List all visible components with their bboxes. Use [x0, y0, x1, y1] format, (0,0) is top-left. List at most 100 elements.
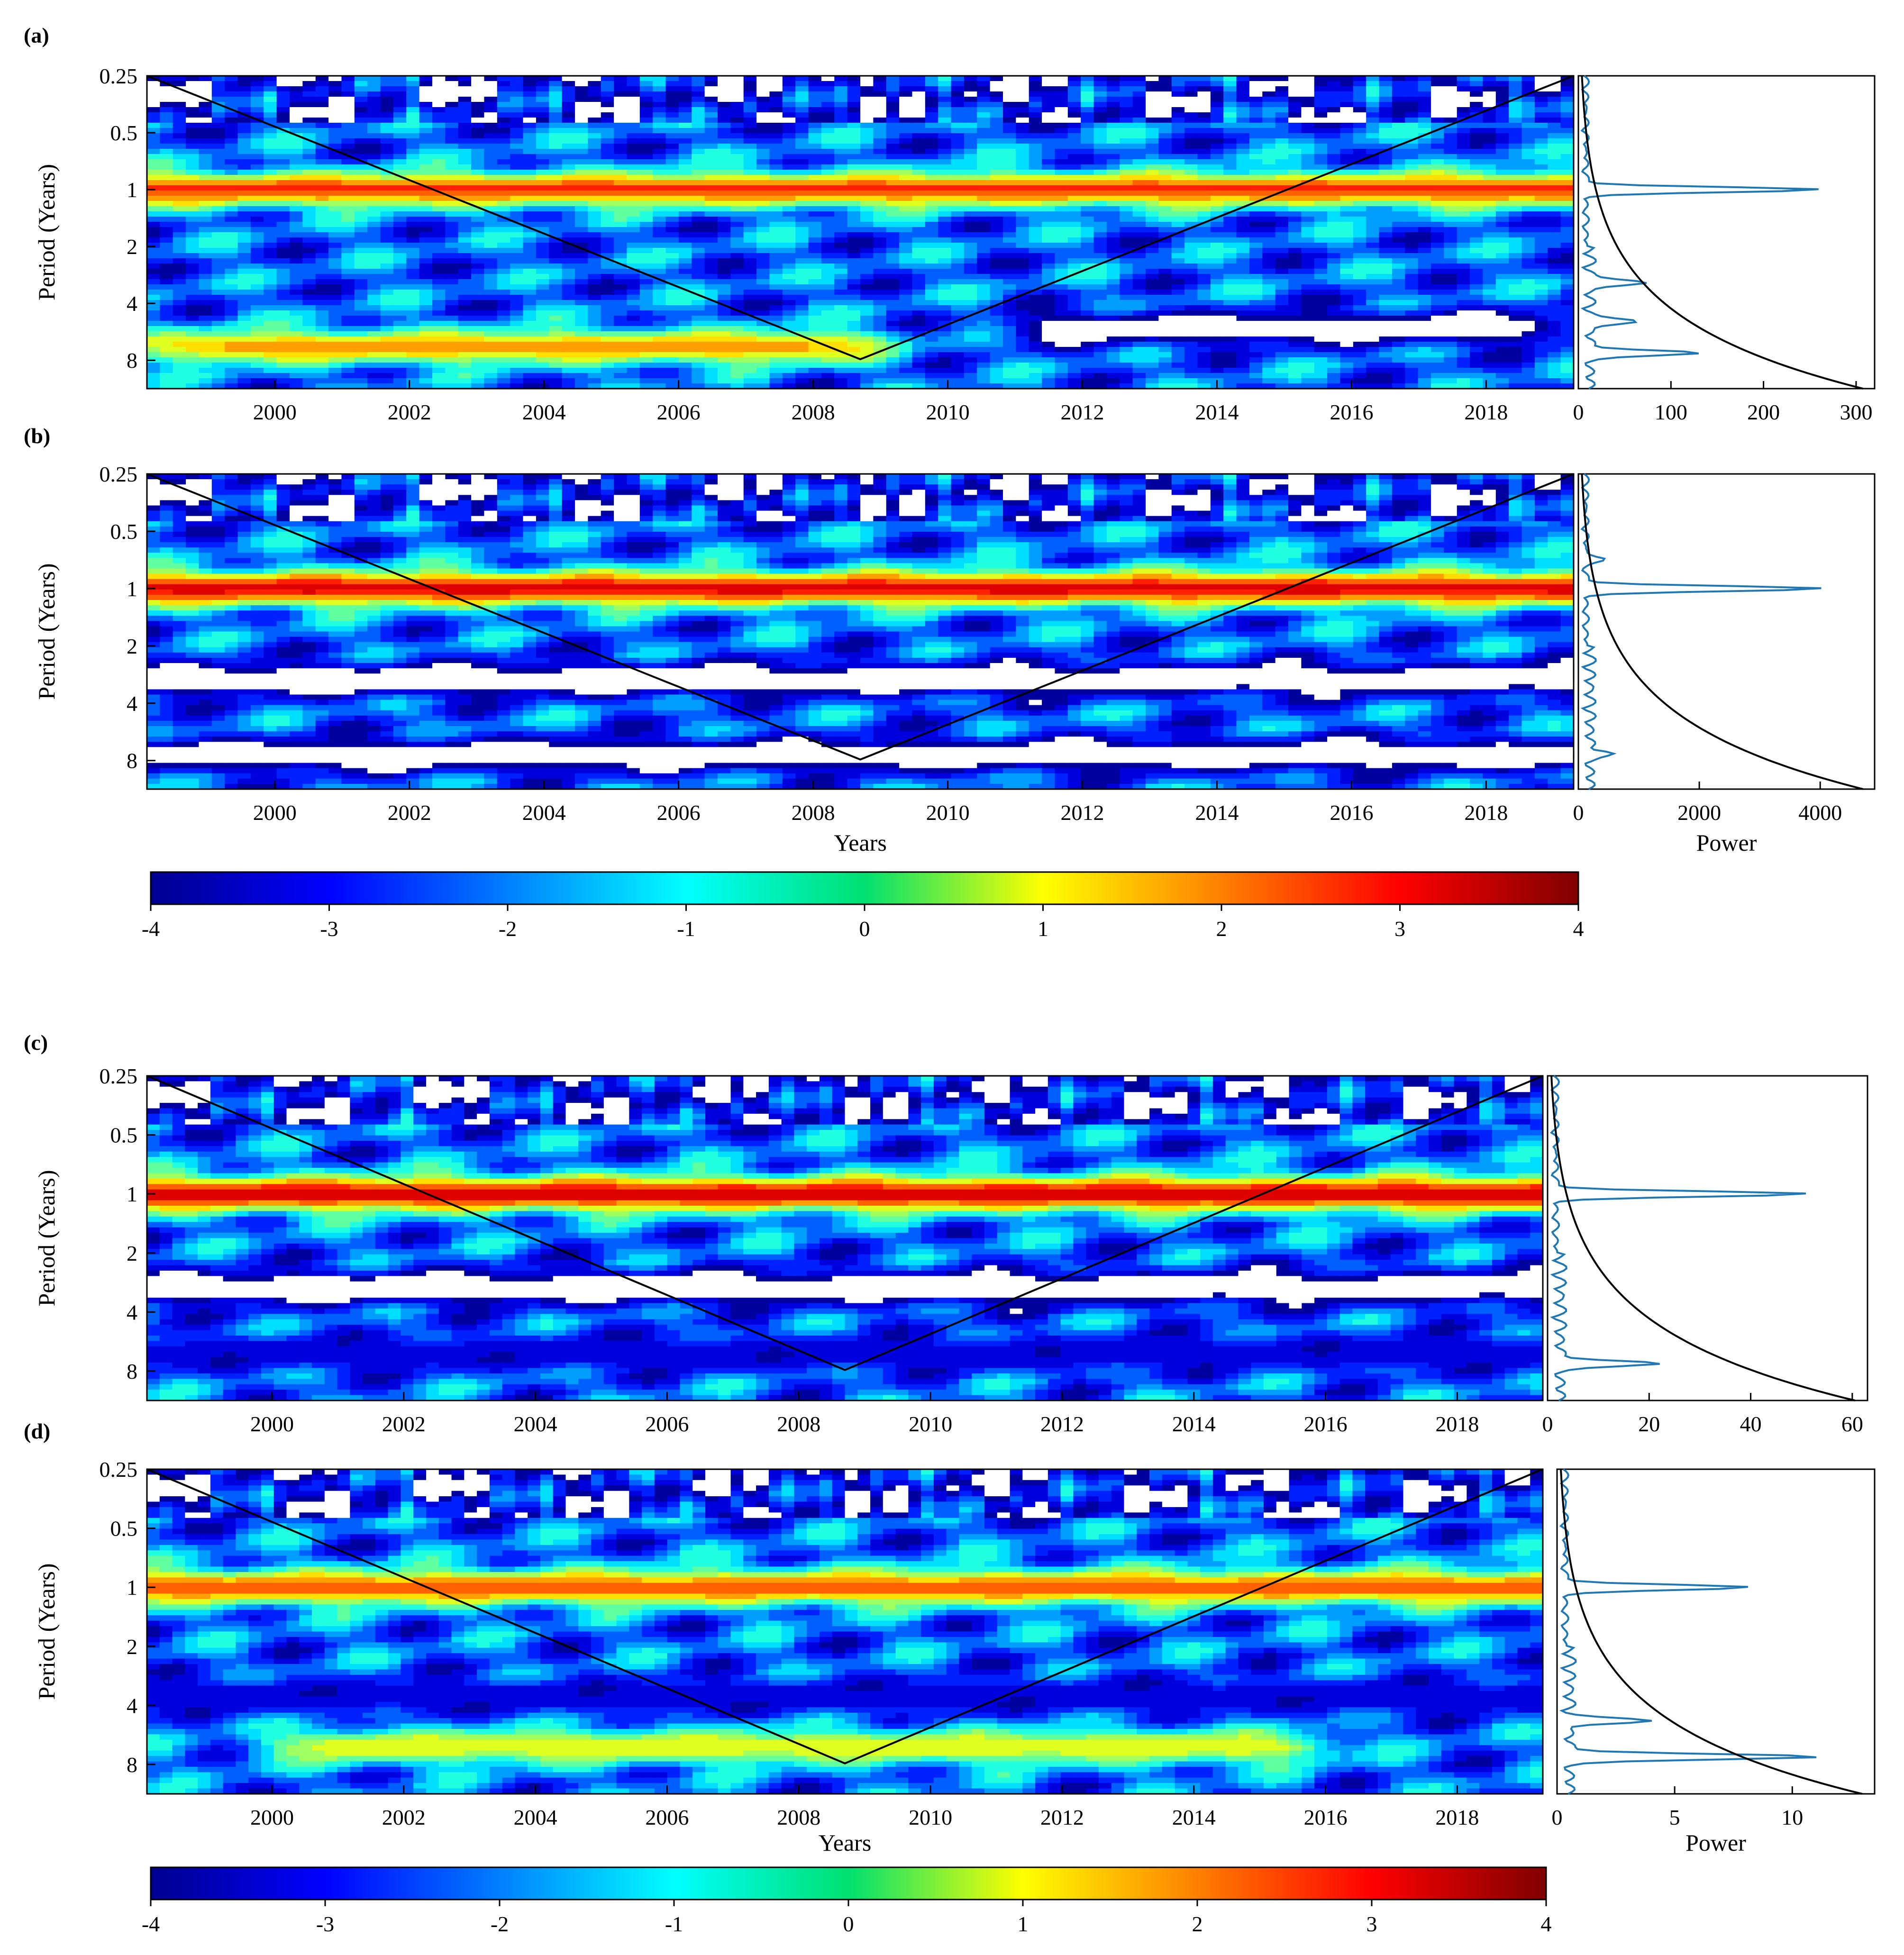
- heatmap-cell: [1003, 185, 1016, 191]
- heatmap-cell: [704, 300, 718, 306]
- heatmap-cell: [1106, 206, 1120, 212]
- heatmap-cell: [601, 295, 614, 300]
- heatmap-cell: [692, 237, 705, 243]
- heatmap-cell: [1210, 217, 1224, 222]
- heatmap-cell: [1003, 352, 1016, 358]
- heatmap-cell: [328, 211, 342, 217]
- heatmap-cell: [328, 300, 342, 306]
- heatmap-cell: [445, 383, 459, 389]
- heatmap-cell: [575, 138, 588, 144]
- heatmap-cell: [977, 331, 991, 337]
- heatmap-cell: [834, 91, 848, 97]
- heatmap-cell: [756, 316, 770, 321]
- heatmap-cell: [186, 222, 200, 227]
- heatmap-cell: [795, 243, 809, 248]
- heatmap-cell: [886, 112, 900, 118]
- heatmap-cell: [704, 243, 718, 248]
- heatmap-cell: [743, 321, 757, 327]
- heatmap-cell: [1042, 279, 1056, 285]
- heatmap-cell: [380, 175, 394, 181]
- heatmap-cell: [1081, 149, 1094, 155]
- heatmap-cell: [886, 243, 900, 248]
- heatmap-cell: [1055, 290, 1068, 295]
- heatmap-cell: [860, 279, 874, 285]
- heatmap-cell: [393, 86, 407, 92]
- heatmap-cell: [665, 248, 679, 254]
- heatmap-cell: [199, 91, 212, 97]
- heatmap-cell: [1055, 76, 1068, 82]
- heatmap-cell: [549, 164, 563, 170]
- heatmap-cell: [1184, 295, 1198, 300]
- heatmap-cell: [237, 149, 251, 155]
- heatmap-cell: [1223, 133, 1237, 139]
- heatmap-cell: [510, 107, 524, 113]
- heatmap-cell: [912, 112, 926, 118]
- heatmap-cell: [977, 284, 991, 290]
- heatmap-cell: [912, 107, 926, 113]
- heatmap-cell: [990, 373, 1003, 379]
- heatmap-cell: [639, 316, 653, 321]
- heatmap-cell: [523, 284, 537, 290]
- heatmap-cell: [639, 295, 653, 300]
- heatmap-cell: [847, 378, 861, 384]
- heatmap-cell: [1003, 81, 1016, 87]
- heatmap-cell: [756, 368, 770, 373]
- heatmap-cell: [225, 274, 238, 280]
- heatmap-cell: [471, 347, 485, 353]
- heatmap-cell: [393, 180, 407, 186]
- heatmap-cell: [276, 331, 290, 337]
- heatmap-cell: [925, 264, 938, 269]
- heatmap-cell: [1146, 331, 1159, 337]
- heatmap-cell: [1146, 128, 1159, 134]
- heatmap-cell: [627, 170, 640, 175]
- heatmap-cell: [549, 279, 563, 285]
- heatmap-cell: [990, 201, 1003, 207]
- heatmap-cell: [1158, 232, 1172, 238]
- heatmap-cell: [769, 211, 783, 217]
- heatmap-cell: [419, 274, 433, 280]
- heatmap-cell: [808, 175, 822, 181]
- heatmap-cell: [199, 149, 212, 155]
- heatmap-cell: [536, 180, 549, 186]
- heatmap-cell: [1132, 368, 1146, 373]
- heatmap-cell: [1120, 279, 1133, 285]
- heatmap-cell: [1029, 232, 1042, 238]
- heatmap-cell: [964, 201, 977, 207]
- heatmap-cell: [938, 107, 952, 113]
- heatmap-cell: [147, 118, 160, 123]
- heatmap-cell: [264, 138, 277, 144]
- heatmap-cell: [225, 191, 238, 196]
- heatmap-cell: [834, 310, 848, 316]
- heatmap-cell: [328, 180, 342, 186]
- heatmap-cell: [821, 274, 835, 280]
- heatmap-cell: [160, 159, 173, 165]
- heatmap-cell: [730, 180, 744, 186]
- heatmap-cell: [860, 300, 874, 306]
- heatmap-cell: [873, 363, 887, 368]
- heatmap-cell: [795, 331, 809, 337]
- heatmap-cell: [1042, 274, 1056, 280]
- heatmap-cell: [1197, 243, 1211, 248]
- heatmap-cell: [445, 237, 459, 243]
- heatmap-cell: [808, 86, 822, 92]
- heatmap-cell: [471, 310, 485, 316]
- heatmap-cell: [743, 201, 757, 207]
- heatmap-cell: [834, 185, 848, 191]
- heatmap-cell: [471, 149, 485, 155]
- heatmap-cell: [1093, 300, 1107, 306]
- heatmap-cell: [562, 232, 575, 238]
- heatmap-cell: [199, 305, 212, 311]
- heatmap-cell: [756, 138, 770, 144]
- heatmap-cell: [1042, 91, 1056, 97]
- heatmap-cell: [718, 164, 731, 170]
- heatmap-cell: [847, 149, 861, 155]
- heatmap-cell: [458, 128, 472, 134]
- heatmap-cell: [549, 86, 563, 92]
- heatmap-cell: [808, 170, 822, 175]
- heatmap-cell: [302, 258, 316, 264]
- heatmap-cell: [173, 128, 186, 134]
- heatmap-cell: [445, 211, 459, 217]
- heatmap-cell: [328, 279, 342, 285]
- heatmap-cell: [665, 222, 679, 227]
- heatmap-cell: [1158, 211, 1172, 217]
